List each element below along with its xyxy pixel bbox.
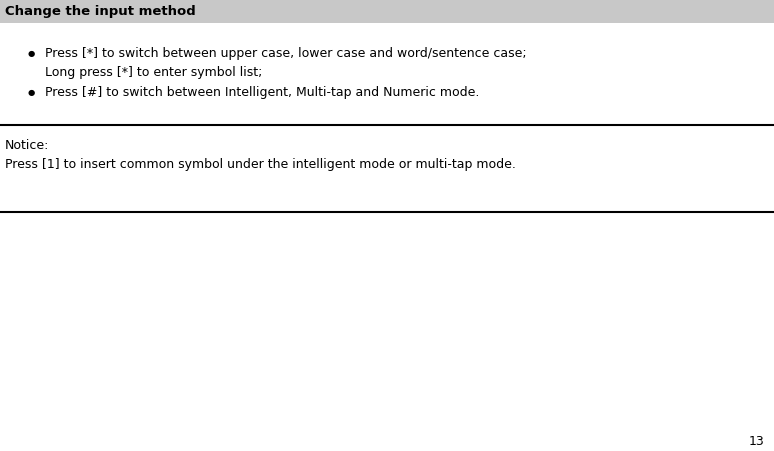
Text: Press [*] to switch between upper case, lower case and word/sentence case;: Press [*] to switch between upper case, … (45, 47, 526, 60)
Text: Change the input method: Change the input method (5, 5, 195, 18)
Text: Press [1] to insert common symbol under the intelligent mode or multi-tap mode.: Press [1] to insert common symbol under … (5, 158, 515, 170)
Text: ●: ● (27, 49, 35, 58)
Text: Press [#] to switch between Intelligent, Multi-tap and Numeric mode.: Press [#] to switch between Intelligent,… (45, 86, 479, 98)
Text: 13: 13 (749, 435, 765, 447)
Bar (0, 0, 774, 23)
Text: Long press [*] to enter symbol list;: Long press [*] to enter symbol list; (45, 66, 262, 78)
Text: Notice:: Notice: (5, 139, 49, 152)
Text: ●: ● (27, 87, 35, 97)
